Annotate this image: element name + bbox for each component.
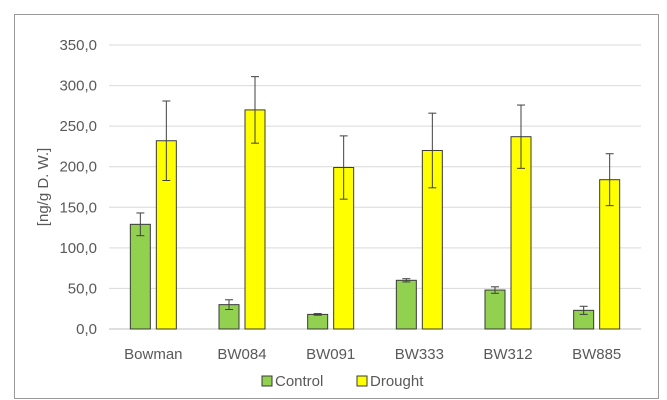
x-tick-label: BW333 [395,346,444,363]
x-tick-label: BW312 [483,346,532,363]
y-tick-label: 150,0 [59,199,97,216]
y-tick-label: 250,0 [59,118,97,135]
y-axis-label: [ng/g D. W.] [35,148,52,226]
chart-frame: 0,0 50,0 100,0 150,0 200,0 250,0 300,0 350,0 Bow… [14,14,659,399]
gridlines [109,44,641,289]
tick-labels: 0,0 50,0 100,0 150,0 200,0 250,0 300,0 350,0 Bow… [59,37,621,363]
control-legend-swatch [261,375,273,387]
control-bar [484,289,506,330]
control-bar [129,223,151,330]
legend-label: Drought [370,373,424,390]
bar-chart: 0,0 50,0 100,0 150,0 200,0 250,0 300,0 350,0 Bow… [35,37,641,390]
x-tick-label: BW084 [217,346,266,363]
y-tick-label: 100,0 [59,240,97,257]
y-tick-label: 0,0 [76,321,97,338]
x-tick-label: BW885 [572,346,621,363]
drought-legend-swatch [356,375,368,387]
y-tick-label: 200,0 [59,159,97,176]
bars [129,76,621,330]
control-bar [395,279,417,330]
control-bar [307,313,329,330]
x-tick-label: BW091 [306,346,355,363]
legend-label: Control [275,373,323,390]
y-tick-label: 50,0 [68,280,97,297]
y-tick-label: 300,0 [59,78,97,95]
x-tick-label: Bowman [124,346,182,363]
y-tick-label: 350,0 [59,37,97,54]
legend: Control Drought [261,373,424,390]
